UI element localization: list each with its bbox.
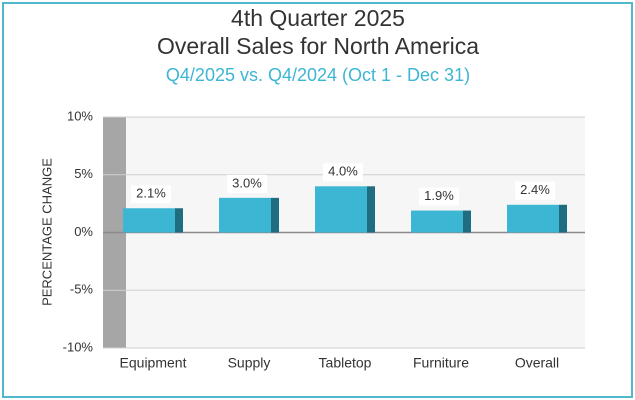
y-tick-label: 0% — [74, 224, 93, 239]
bar-side — [271, 197, 279, 233]
value-label-box — [419, 187, 459, 206]
bar — [507, 204, 559, 233]
bar-side — [367, 186, 375, 233]
value-label: 2.1% — [136, 186, 166, 201]
value-label-box — [323, 163, 363, 182]
bar-side — [175, 208, 183, 233]
bar — [123, 208, 175, 233]
bar — [219, 197, 271, 233]
bar — [315, 186, 367, 233]
value-label-box — [131, 185, 171, 204]
x-tick-label: Overall — [515, 355, 559, 371]
value-label-box — [227, 174, 267, 193]
x-tick-label: Equipment — [120, 355, 187, 371]
chart-title: Overall Sales for North America — [157, 33, 479, 59]
x-tick-label: Tabletop — [319, 355, 372, 371]
value-label: 4.0% — [328, 164, 358, 179]
value-label: 1.9% — [424, 188, 454, 203]
bar — [411, 210, 463, 233]
bar-side — [559, 204, 567, 233]
x-tick-label: Supply — [228, 355, 271, 371]
value-label: 2.4% — [520, 182, 550, 197]
value-label-box — [515, 181, 555, 200]
y-tick-label: -10% — [63, 339, 94, 354]
bar-side — [463, 210, 471, 233]
y-tick-label: 5% — [74, 166, 93, 181]
chart-title: 4th Quarter 2025 — [231, 5, 405, 31]
y-axis-label: PERCENTAGE CHANGE — [39, 158, 54, 306]
chart-subtitle: Q4/2025 vs. Q4/2024 (Oct 1 - Dec 31) — [166, 65, 470, 85]
y-tick-label: 10% — [67, 108, 93, 123]
y-tick-label: -5% — [70, 282, 94, 297]
x-tick-label: Furniture — [413, 355, 469, 371]
value-label: 3.0% — [232, 175, 262, 190]
